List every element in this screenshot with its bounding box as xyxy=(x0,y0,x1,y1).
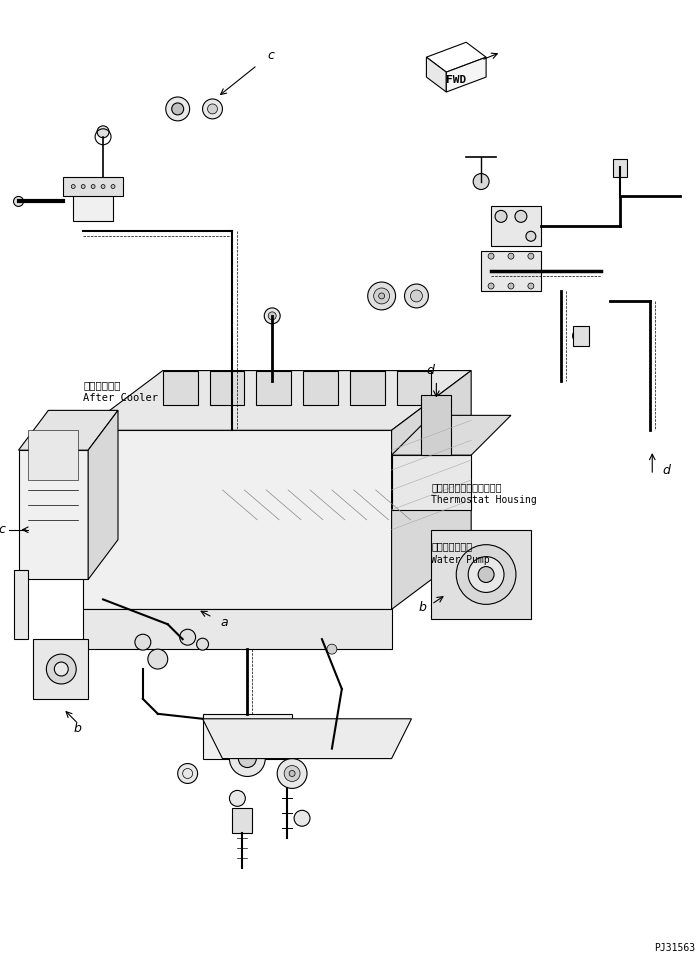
Circle shape xyxy=(468,556,504,593)
Circle shape xyxy=(180,629,195,645)
Circle shape xyxy=(172,103,183,115)
Circle shape xyxy=(368,282,395,309)
Bar xyxy=(232,809,252,833)
Circle shape xyxy=(202,99,223,119)
Polygon shape xyxy=(88,411,118,579)
Polygon shape xyxy=(431,530,531,619)
Polygon shape xyxy=(34,639,88,699)
Circle shape xyxy=(515,210,527,223)
Circle shape xyxy=(410,290,422,302)
Circle shape xyxy=(230,790,245,806)
Polygon shape xyxy=(350,370,384,406)
Circle shape xyxy=(488,283,494,289)
Polygon shape xyxy=(163,370,197,406)
Circle shape xyxy=(473,174,489,190)
Circle shape xyxy=(111,184,115,189)
Text: PJ31563: PJ31563 xyxy=(654,943,695,952)
Circle shape xyxy=(526,231,536,241)
Circle shape xyxy=(405,284,428,308)
Text: b: b xyxy=(419,601,426,614)
Circle shape xyxy=(495,210,507,223)
Circle shape xyxy=(166,97,190,120)
Polygon shape xyxy=(397,370,431,406)
Text: a: a xyxy=(220,616,228,629)
Polygon shape xyxy=(391,370,471,609)
Text: ウォータポンプ: ウォータポンプ xyxy=(431,542,472,551)
Circle shape xyxy=(508,254,514,259)
Circle shape xyxy=(207,104,218,114)
Circle shape xyxy=(374,288,390,304)
Circle shape xyxy=(135,634,150,650)
Text: After Cooler: After Cooler xyxy=(83,393,158,403)
Circle shape xyxy=(97,126,109,138)
Polygon shape xyxy=(303,370,338,406)
Polygon shape xyxy=(426,57,447,92)
Circle shape xyxy=(264,308,280,324)
Circle shape xyxy=(178,763,197,784)
Polygon shape xyxy=(83,609,391,649)
Circle shape xyxy=(239,750,256,767)
Circle shape xyxy=(71,184,75,189)
Polygon shape xyxy=(13,570,29,639)
Bar xyxy=(613,159,627,176)
Polygon shape xyxy=(447,57,486,92)
Circle shape xyxy=(268,312,277,320)
Text: アフタクーラ: アフタクーラ xyxy=(83,381,120,390)
Circle shape xyxy=(197,638,209,650)
Text: サーモスタットハウジング: サーモスタットハウジング xyxy=(431,482,502,492)
Polygon shape xyxy=(391,415,511,455)
Bar xyxy=(573,326,589,346)
Circle shape xyxy=(230,740,265,776)
Polygon shape xyxy=(18,411,118,450)
Circle shape xyxy=(148,649,168,669)
Polygon shape xyxy=(491,206,541,246)
Circle shape xyxy=(13,197,24,206)
Circle shape xyxy=(294,811,310,826)
Polygon shape xyxy=(481,252,541,291)
Text: d: d xyxy=(662,464,670,476)
Polygon shape xyxy=(256,370,291,406)
Text: d: d xyxy=(426,364,434,377)
Circle shape xyxy=(327,644,337,655)
Polygon shape xyxy=(83,430,391,609)
Circle shape xyxy=(528,283,534,289)
Polygon shape xyxy=(18,450,88,579)
Text: c: c xyxy=(0,523,6,536)
Circle shape xyxy=(478,567,494,582)
Text: Water Pump: Water Pump xyxy=(431,554,490,565)
Circle shape xyxy=(456,545,516,604)
Circle shape xyxy=(101,184,105,189)
Circle shape xyxy=(528,254,534,259)
Polygon shape xyxy=(209,370,244,406)
Text: Thermostat Housing: Thermostat Housing xyxy=(431,495,537,505)
Polygon shape xyxy=(74,186,113,222)
Circle shape xyxy=(379,293,384,299)
Polygon shape xyxy=(202,719,412,759)
Circle shape xyxy=(573,328,589,344)
Text: b: b xyxy=(74,722,81,736)
Circle shape xyxy=(488,254,494,259)
Bar xyxy=(29,430,78,480)
Text: c: c xyxy=(267,49,274,62)
Polygon shape xyxy=(391,455,471,510)
Polygon shape xyxy=(426,42,486,72)
Circle shape xyxy=(284,765,300,782)
Circle shape xyxy=(46,655,76,684)
Polygon shape xyxy=(83,370,471,430)
Circle shape xyxy=(91,184,95,189)
Polygon shape xyxy=(63,176,123,197)
Polygon shape xyxy=(202,713,292,759)
Circle shape xyxy=(81,184,85,189)
Polygon shape xyxy=(421,395,452,455)
Circle shape xyxy=(55,662,69,676)
Text: FWD: FWD xyxy=(446,75,466,85)
Circle shape xyxy=(289,770,295,776)
Circle shape xyxy=(508,283,514,289)
Circle shape xyxy=(277,759,307,789)
